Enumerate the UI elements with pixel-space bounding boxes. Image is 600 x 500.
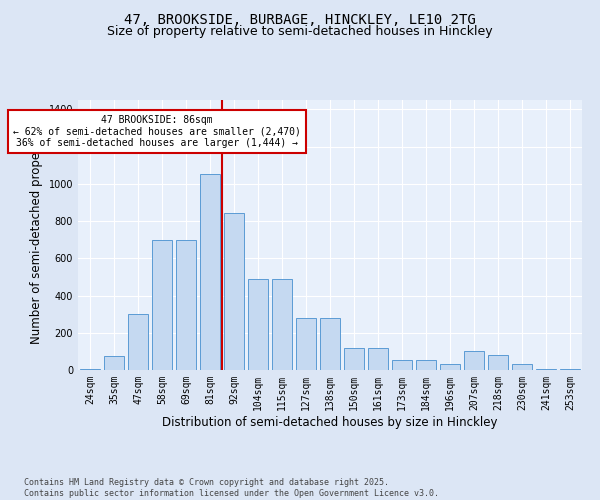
Text: 47 BROOKSIDE: 86sqm
← 62% of semi-detached houses are smaller (2,470)
36% of sem: 47 BROOKSIDE: 86sqm ← 62% of semi-detach… — [13, 115, 301, 148]
Bar — [176, 240, 196, 370]
Bar — [224, 212, 244, 370]
Bar — [368, 348, 388, 370]
Bar — [296, 318, 316, 370]
X-axis label: Distribution of semi-detached houses by size in Hinckley: Distribution of semi-detached houses by … — [162, 416, 498, 428]
Bar — [440, 364, 460, 370]
Bar — [272, 279, 292, 370]
Bar — [512, 364, 532, 370]
Text: 47, BROOKSIDE, BURBAGE, HINCKLEY, LE10 2TG: 47, BROOKSIDE, BURBAGE, HINCKLEY, LE10 2… — [124, 12, 476, 26]
Bar — [128, 314, 148, 370]
Bar — [416, 360, 436, 370]
Text: Size of property relative to semi-detached houses in Hinckley: Size of property relative to semi-detach… — [107, 25, 493, 38]
Bar — [464, 352, 484, 370]
Bar — [152, 240, 172, 370]
Bar — [344, 348, 364, 370]
Bar — [320, 318, 340, 370]
Bar — [80, 369, 100, 370]
Bar — [488, 355, 508, 370]
Bar — [248, 279, 268, 370]
Text: Contains HM Land Registry data © Crown copyright and database right 2025.
Contai: Contains HM Land Registry data © Crown c… — [24, 478, 439, 498]
Bar — [392, 360, 412, 370]
Bar — [104, 356, 124, 370]
Bar — [560, 369, 580, 370]
Y-axis label: Number of semi-detached properties: Number of semi-detached properties — [30, 126, 43, 344]
Bar — [536, 369, 556, 370]
Bar — [200, 174, 220, 370]
